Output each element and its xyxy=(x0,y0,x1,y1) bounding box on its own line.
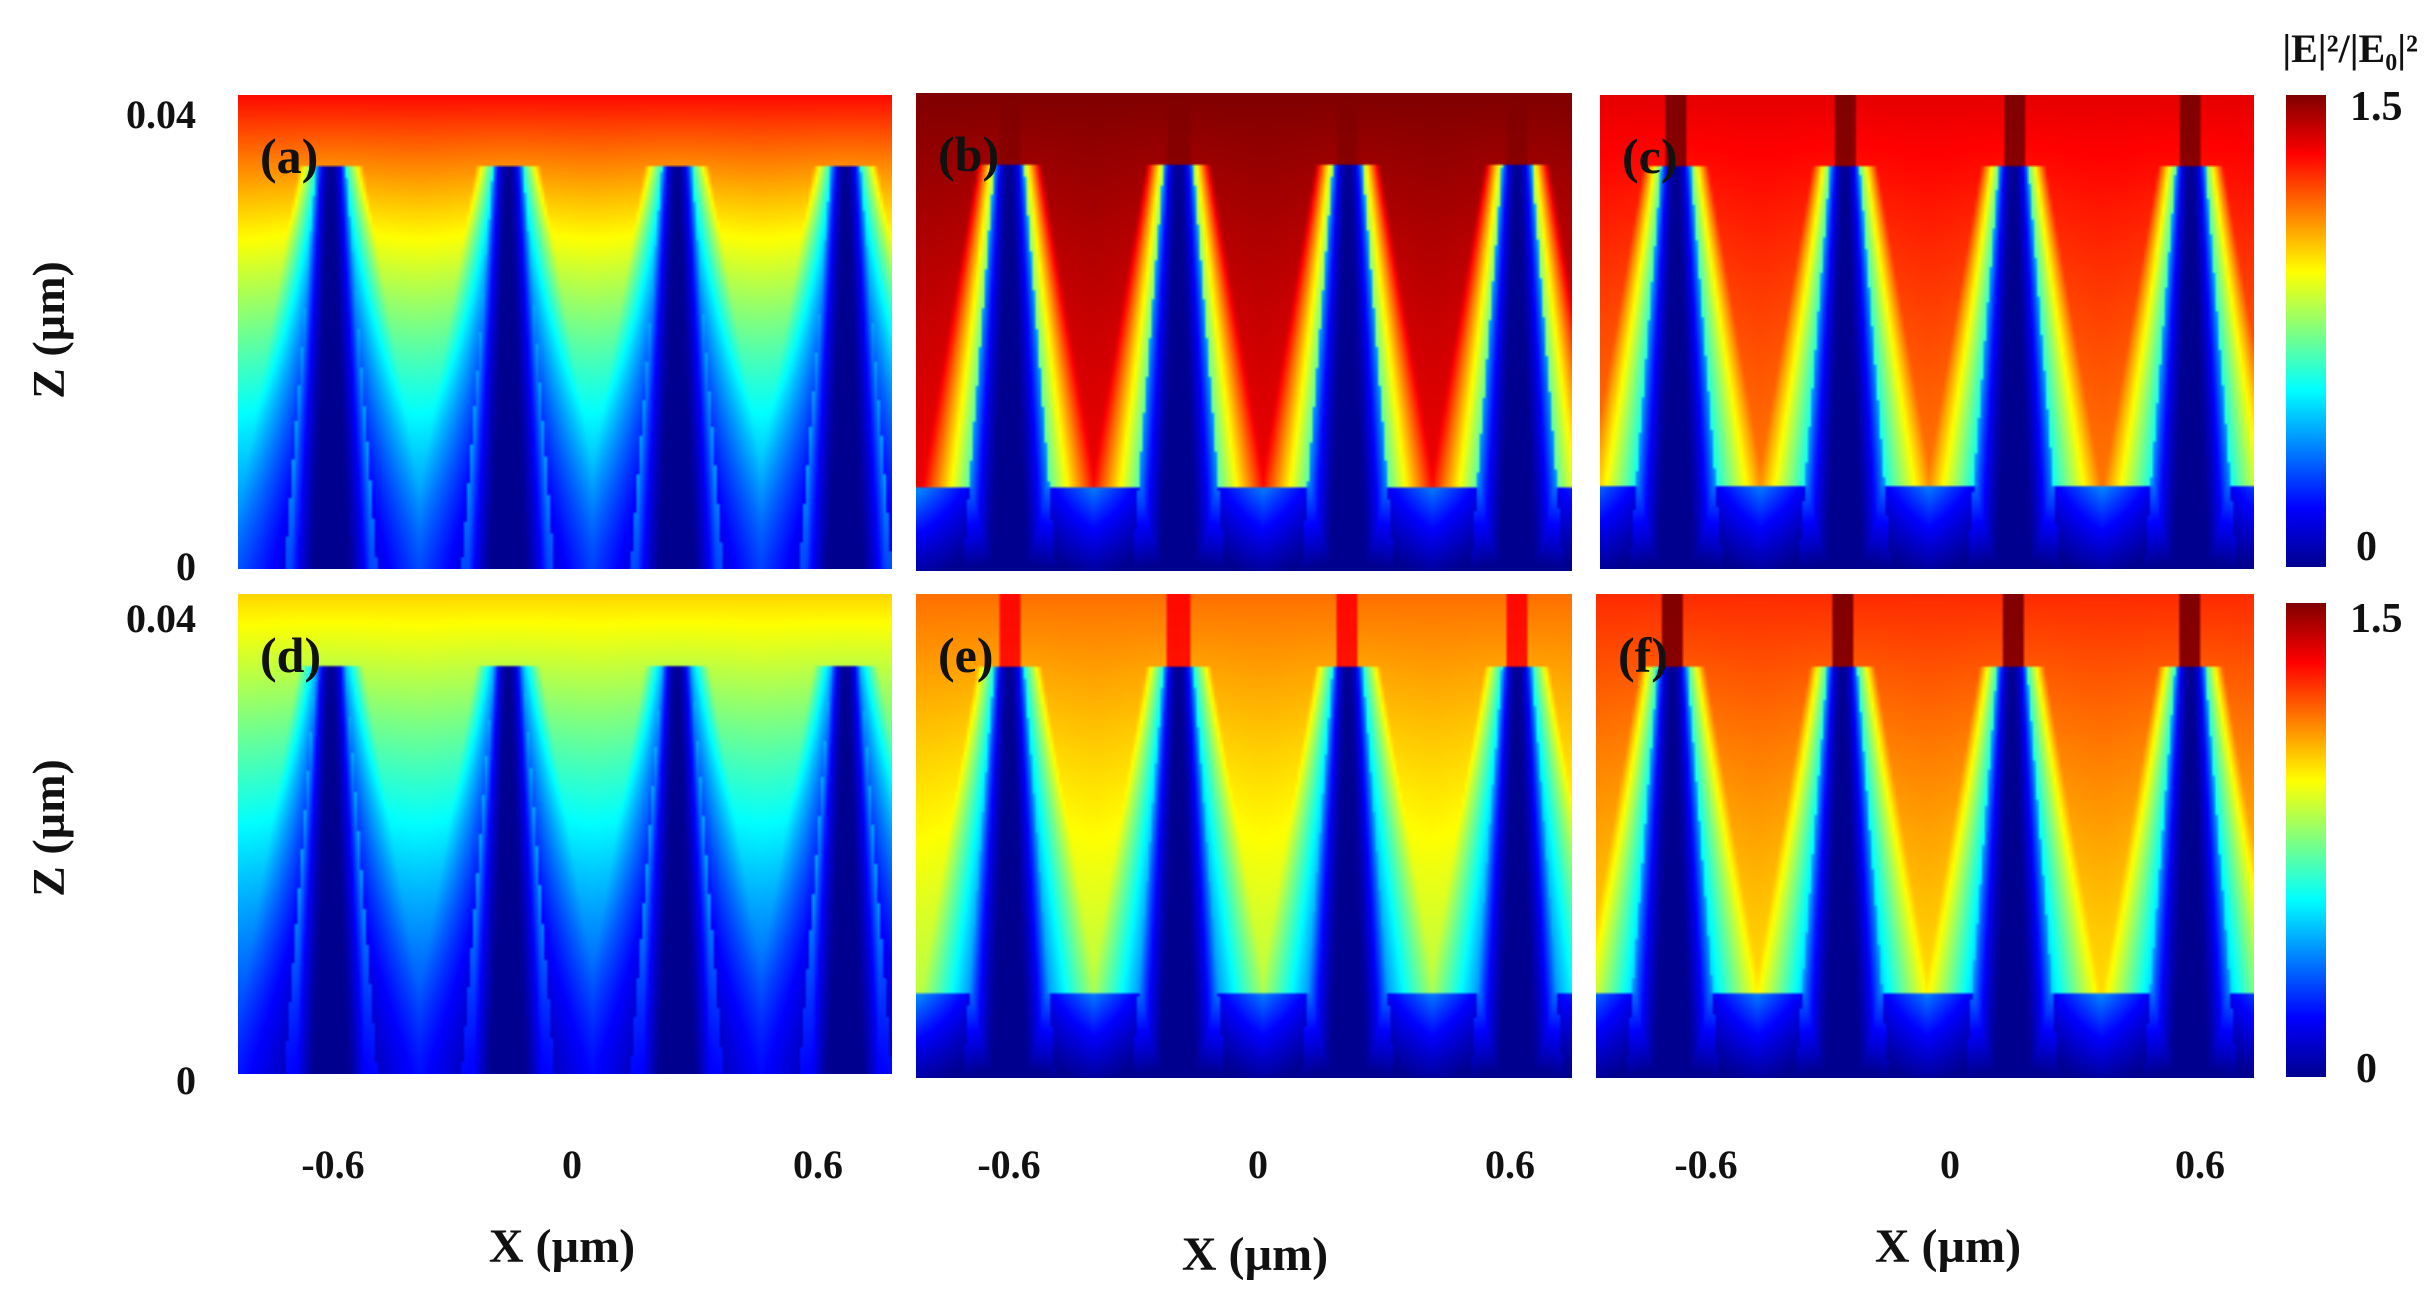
colorbar-top: 1.5 0 xyxy=(2286,84,2403,570)
y-axis-title-top: Z (µm) xyxy=(23,261,74,399)
heatmap-field xyxy=(1596,594,2254,1078)
x-axis-title: X (µm) xyxy=(1875,1220,2021,1273)
x-axis-col-1: -0.6 0 0.6 X (µm) xyxy=(301,1142,843,1273)
x-tick-label: 0.6 xyxy=(1485,1142,1535,1187)
x-tick-label: 0 xyxy=(562,1142,582,1187)
colorbar-tick-min: 0 xyxy=(2356,1046,2377,1092)
colorbar-gradient xyxy=(2286,603,2326,1077)
panel-label: (d) xyxy=(260,627,321,683)
y-tick-label-bottom-0.04: 0.04 xyxy=(126,596,196,641)
y-tick-label-bottom-0: 0 xyxy=(176,1058,196,1103)
panel-a: (a) xyxy=(238,95,892,569)
colorbar-title: |E|²/|E₀|² xyxy=(2282,26,2418,71)
x-tick-label: -0.6 xyxy=(1674,1142,1737,1187)
heatmap-panels: (a) (b) (c) (d) (e) (f) xyxy=(238,93,2254,1078)
heatmap-field xyxy=(1600,95,2254,569)
x-tick-label: 0 xyxy=(1248,1142,1268,1187)
panel-label: (a) xyxy=(260,128,318,184)
x-tick-label: 0 xyxy=(1940,1142,1960,1187)
x-axis-col-2: -0.6 0 0.6 X (µm) xyxy=(977,1142,1535,1281)
colorbar-tick-max: 1.5 xyxy=(2350,84,2403,130)
panel-label: (c) xyxy=(1622,128,1678,184)
colorbar-gradient xyxy=(2286,95,2326,567)
heatmap-field xyxy=(238,95,892,569)
colorbar-bottom: 1.5 0 xyxy=(2286,596,2403,1092)
y-axis-title-bottom: Z (µm) xyxy=(23,759,74,897)
x-axis-col-3: -0.6 0 0.6 X (µm) xyxy=(1674,1142,2225,1273)
x-tick-label: 0.6 xyxy=(793,1142,843,1187)
heatmap-field xyxy=(916,594,1572,1078)
x-tick-label: -0.6 xyxy=(977,1142,1040,1187)
panel-label: (f) xyxy=(1618,627,1668,683)
x-tick-label: -0.6 xyxy=(301,1142,364,1187)
panel-b: (b) xyxy=(916,93,1572,571)
x-axis-title: X (µm) xyxy=(489,1220,635,1273)
x-axis-title: X (µm) xyxy=(1182,1228,1328,1281)
heatmap-field xyxy=(916,93,1572,571)
x-tick-label: 0.6 xyxy=(2175,1142,2225,1187)
colorbar-tick-max: 1.5 xyxy=(2350,596,2403,642)
heatmap-field xyxy=(238,594,892,1074)
panel-e: (e) xyxy=(916,594,1572,1078)
y-tick-label-top-0: 0 xyxy=(176,544,196,589)
colorbar-tick-min: 0 xyxy=(2356,524,2377,570)
panel-c: (c) xyxy=(1600,95,2254,569)
panel-label: (b) xyxy=(938,126,999,182)
panel-f: (f) xyxy=(1596,594,2254,1078)
y-tick-label-top-0.04: 0.04 xyxy=(126,92,196,137)
panel-d: (d) xyxy=(238,594,892,1074)
panel-label: (e) xyxy=(938,627,994,683)
